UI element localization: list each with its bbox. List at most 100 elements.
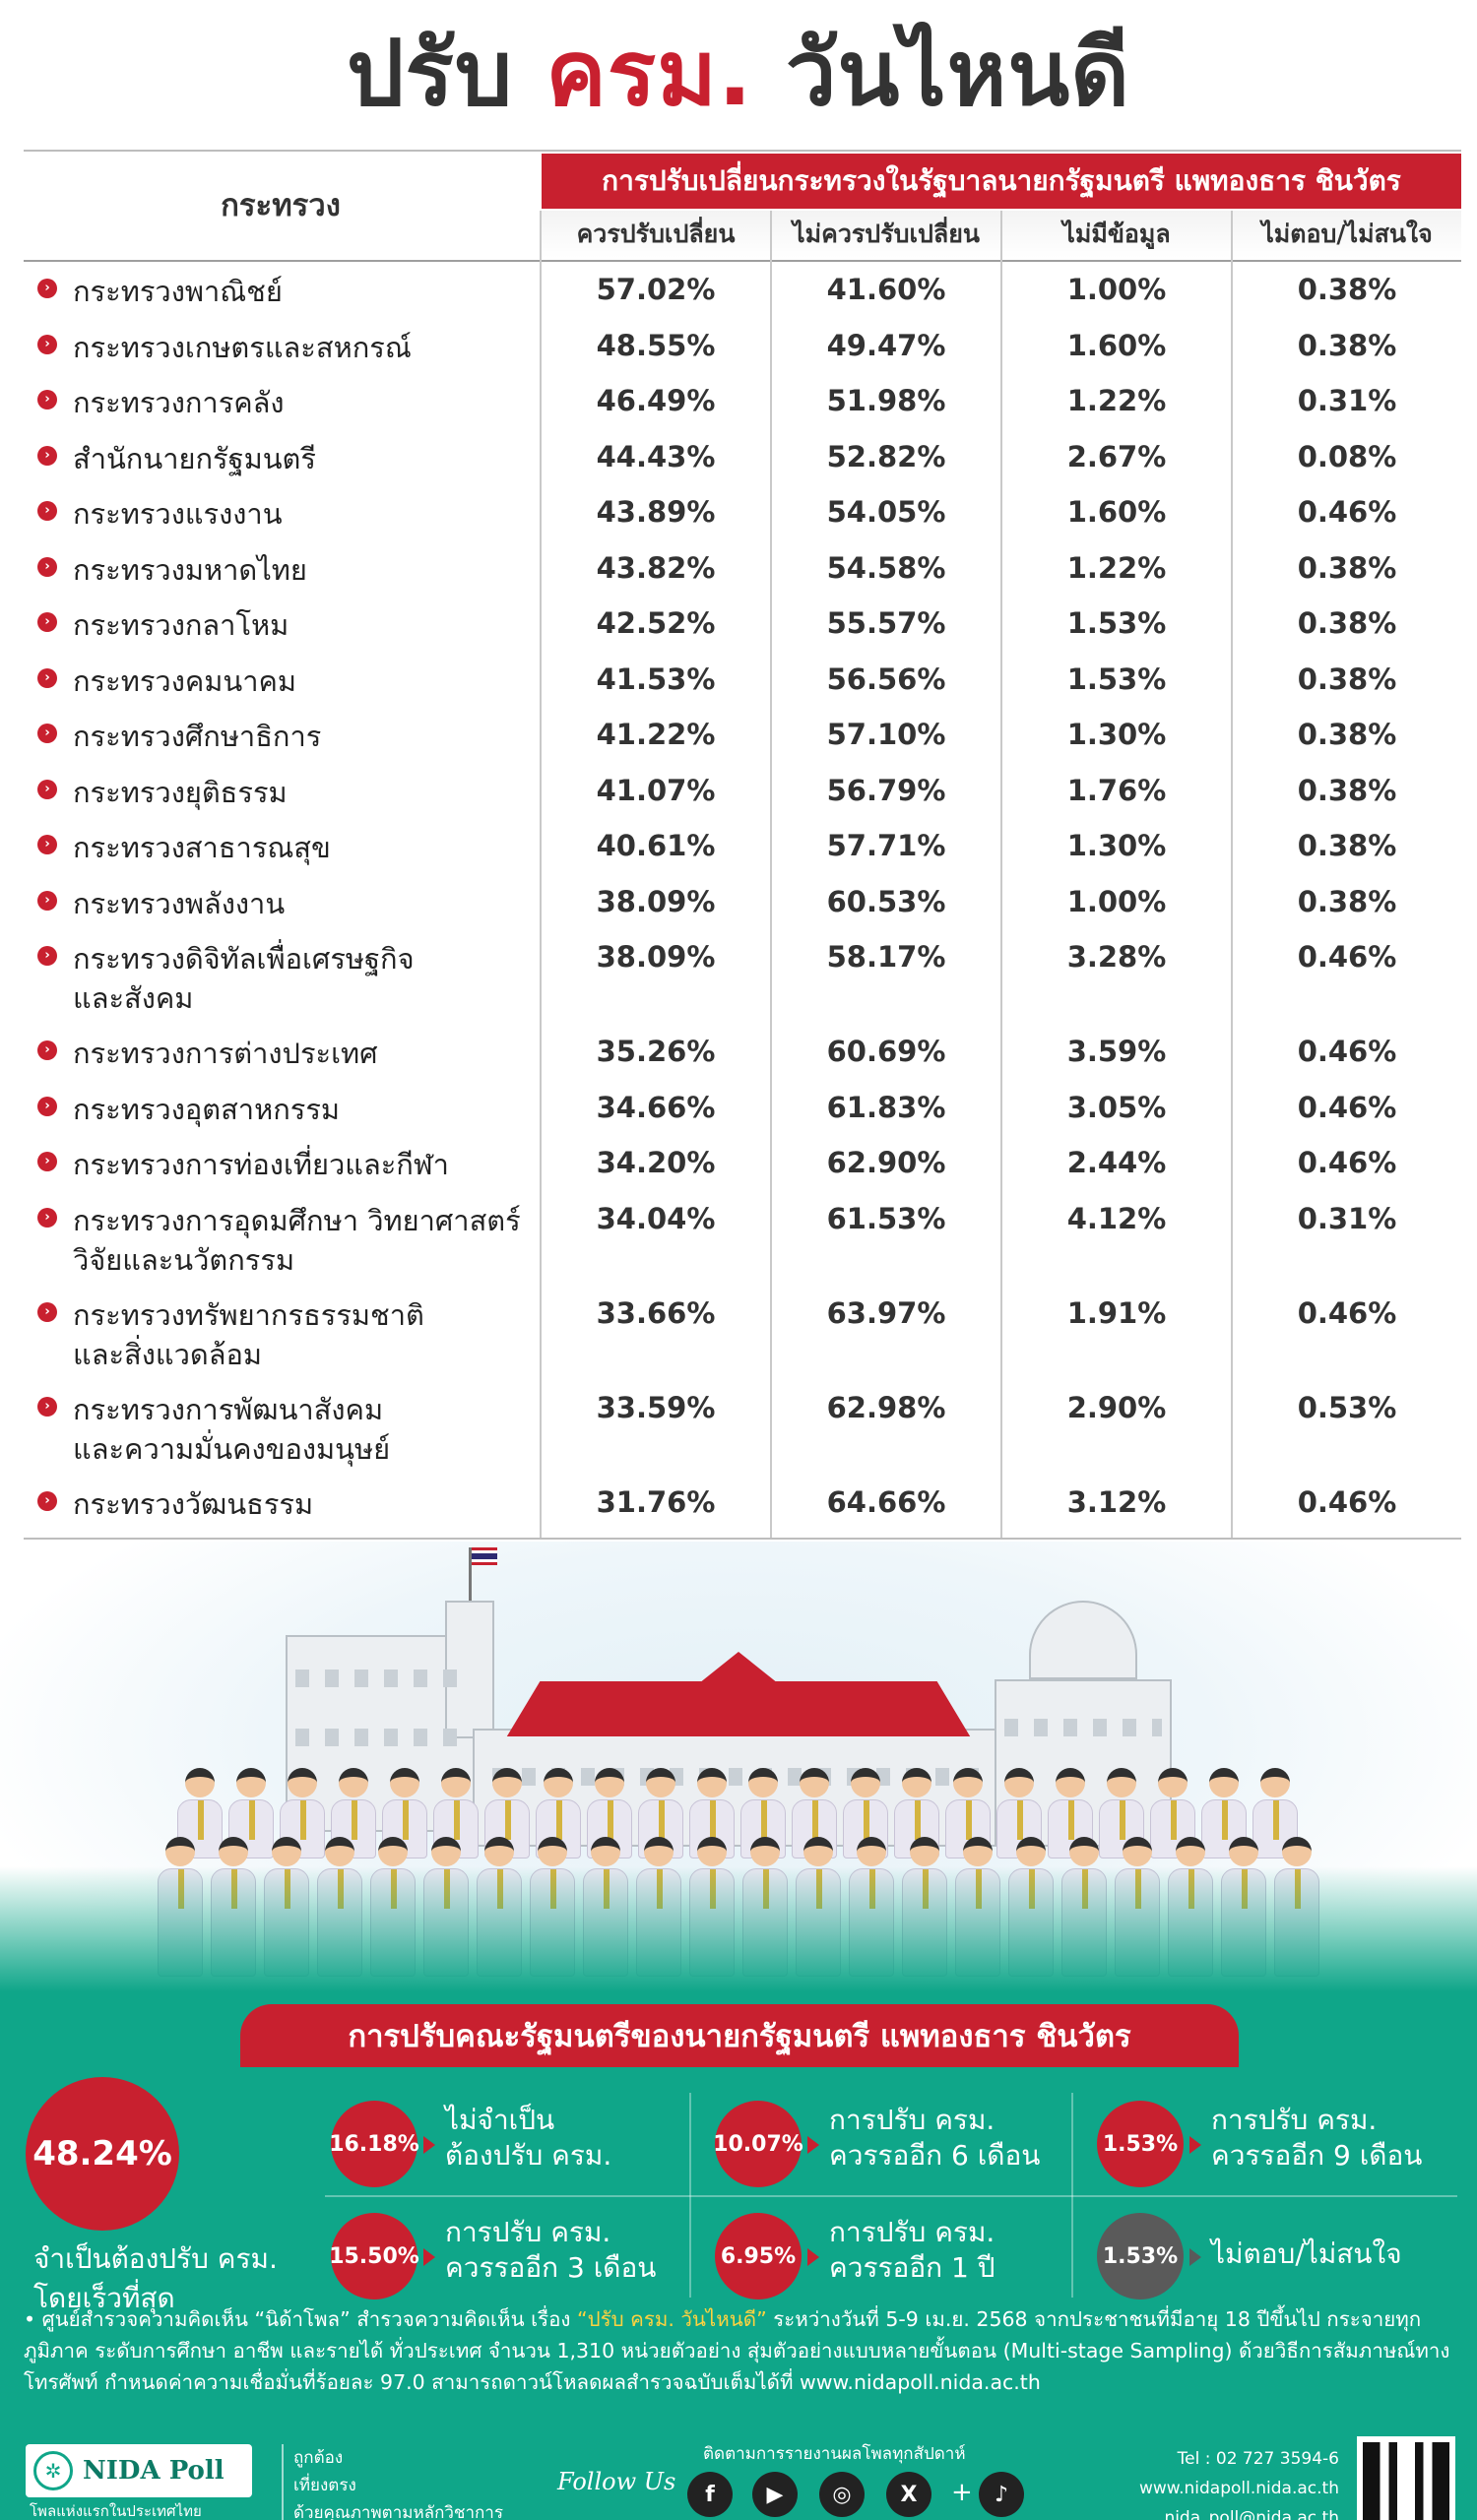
value-no-info: 1.53% — [1066, 662, 1167, 696]
flagpole — [469, 1547, 472, 1616]
survey-note: • ศูนย์สำรวจความคิดเห็น “นิด้าโพล” สำรวจ… — [24, 2307, 1450, 2394]
value-no-answer: 0.46% — [1297, 1295, 1397, 1330]
header-col-no-info: ไม่มีข้อมูล — [1002, 211, 1231, 258]
facebook-icon[interactable]: f — [687, 2472, 733, 2517]
pointer-arrow-icon — [1189, 2248, 1201, 2266]
contact-web[interactable]: www.nidapoll.nida.ac.th — [1138, 2479, 1339, 2498]
table-bottom-border — [24, 1538, 1461, 1540]
person-figure — [945, 1768, 991, 1858]
value-should-change: 33.59% — [596, 1390, 716, 1424]
qr-code-icon[interactable] — [1357, 2436, 1455, 2520]
value-should-change: 34.04% — [596, 1201, 716, 1235]
ministry-name: กระทรวงศึกษาธิการ — [73, 720, 322, 753]
value-no-info: 1.60% — [1066, 495, 1167, 529]
value-no-info: 1.53% — [1066, 606, 1167, 640]
thai-flag-icon — [472, 1547, 497, 1565]
bullet-arrow-icon: › — [37, 1207, 57, 1228]
option-label: การปรับ ครม. ควรรออีก 9 เดือน — [1211, 2104, 1423, 2172]
summary-banner: การปรับคณะรัฐมนตรีของนายกรัฐมนตรี แพทองธ… — [240, 2004, 1239, 2067]
ministry-name: กระทรวงอุตสาหกรรม — [73, 1092, 341, 1126]
nida-poll-logo[interactable]: ✲ NIDA Poll — [26, 2444, 252, 2497]
plus-sign: + — [951, 2478, 973, 2507]
value-should-not-change: 61.83% — [826, 1090, 946, 1124]
value-should-not-change: 51.98% — [826, 384, 946, 417]
instagram-icon[interactable]: ◎ — [819, 2472, 865, 2517]
value-should-change: 38.09% — [596, 940, 716, 974]
value-should-not-change: 62.90% — [826, 1146, 946, 1179]
value-should-not-change: 58.17% — [826, 940, 946, 974]
value-no-answer: 0.08% — [1297, 439, 1397, 473]
value-no-info: 1.30% — [1066, 718, 1167, 751]
title-part-3: วันไหนดี — [785, 21, 1130, 126]
value-should-change: 41.22% — [596, 718, 716, 751]
ministry-name: กระทรวงพลังงาน — [73, 886, 286, 920]
bullet-arrow-icon: › — [37, 1301, 57, 1322]
value-no-answer: 0.31% — [1297, 1201, 1397, 1235]
value-no-answer: 0.38% — [1297, 884, 1397, 918]
value-should-not-change: 55.57% — [826, 606, 946, 640]
value-should-not-change: 57.71% — [826, 829, 946, 862]
value-no-answer: 0.38% — [1297, 662, 1397, 696]
bullet-arrow-icon: › — [37, 501, 57, 521]
contact-tel: Tel : 02 727 3594-6 — [1177, 2449, 1339, 2469]
main-value-circle: 48.24% — [26, 2077, 179, 2231]
option-value-circle: 6.95% — [715, 2213, 802, 2300]
ministry-name: กระทรวงมหาดไทย — [73, 552, 307, 587]
header-col-should-change: ควรปรับเปลี่ยน — [542, 211, 770, 258]
bullet-arrow-icon: › — [37, 724, 57, 743]
bullet-arrow-icon: › — [37, 390, 57, 410]
value-no-info: 3.59% — [1066, 1035, 1167, 1068]
tagline: ถูกต้อง เที่ยงตรง ด้วยคุณภาพตามหลักวิชาก… — [282, 2444, 503, 2520]
value-should-not-change: 61.53% — [826, 1201, 946, 1235]
value-no-answer: 0.46% — [1297, 1146, 1397, 1179]
header-col-no-answer: ไม่ตอบ/ไม่สนใจ — [1233, 211, 1461, 258]
value-should-change: 57.02% — [596, 273, 716, 306]
value-should-not-change: 64.66% — [826, 1484, 946, 1519]
ministry-table: กระทรวง การปรับเปลี่ยนกระทรวงในรัฐบาลนาย… — [24, 150, 1461, 1540]
value-should-change: 38.09% — [596, 884, 716, 918]
x-icon[interactable]: X — [886, 2472, 931, 2517]
contact-email[interactable]: nida_poll@nida.ac.th — [1164, 2508, 1339, 2520]
value-no-info: 2.90% — [1066, 1390, 1167, 1424]
bullet-arrow-icon: › — [37, 612, 57, 632]
option-value-circle: 15.50% — [329, 2213, 419, 2300]
bullet-arrow-icon: › — [37, 1040, 57, 1060]
value-should-change: 42.52% — [596, 606, 716, 640]
option-label: การปรับ ครม. ควรรออีก 3 เดือน — [445, 2216, 657, 2284]
value-should-not-change: 56.79% — [826, 773, 946, 807]
ministry-name: กระทรวงการพัฒนาสังคม และความมั่นคงของมนุ… — [73, 1392, 391, 1466]
value-should-change: 43.89% — [596, 495, 716, 529]
value-no-info: 3.05% — [1066, 1090, 1167, 1124]
bullet-arrow-icon: › — [37, 1490, 57, 1511]
contact-info: Tel : 02 727 3594-6 www.nidapoll.nida.ac… — [1139, 2444, 1339, 2520]
bullet-arrow-icon: › — [37, 1096, 57, 1116]
nida-emblem-icon: ✲ — [33, 2451, 73, 2490]
table-top-border — [24, 150, 1461, 152]
ministry-name: กระทรวงการท่องเที่ยวและกีฬา — [73, 1148, 449, 1181]
value-should-change: 35.26% — [596, 1035, 716, 1068]
value-no-info: 4.12% — [1066, 1201, 1167, 1235]
bullet-arrow-icon: › — [37, 279, 57, 298]
value-should-change: 41.07% — [596, 773, 716, 807]
value-no-answer: 0.38% — [1297, 829, 1397, 862]
pointer-arrow-icon — [807, 2248, 819, 2266]
option-label: การปรับ ครม. ควรรออีก 1 ปี — [829, 2216, 995, 2284]
col-divider — [1231, 211, 1233, 1540]
page-title: ปรับ ครม. วันไหนดี — [0, 0, 1477, 148]
header-ministry: กระทรวง — [221, 188, 341, 223]
option-value-circle: 16.18% — [329, 2101, 419, 2187]
value-should-not-change: 62.98% — [826, 1390, 946, 1424]
value-no-answer: 0.46% — [1297, 1090, 1397, 1124]
tiktok-icon[interactable]: ♪ — [979, 2472, 1024, 2517]
ministry-name: กระทรวงเกษตรและสหกรณ์ — [73, 330, 412, 364]
value-should-change: 44.43% — [596, 439, 716, 473]
bullet-arrow-icon: › — [37, 835, 57, 854]
ministry-name: กระทรวงวัฒนธรรม — [73, 1486, 314, 1521]
value-no-info: 2.44% — [1066, 1146, 1167, 1179]
option-value-circle: 1.53% — [1097, 2213, 1184, 2300]
value-should-not-change: 60.69% — [826, 1035, 946, 1068]
ministry-name: กระทรวงสาธารณสุข — [73, 831, 331, 864]
value-should-not-change: 49.47% — [826, 328, 946, 362]
youtube-icon[interactable]: ▶ — [752, 2472, 798, 2517]
col-divider — [770, 211, 772, 1540]
